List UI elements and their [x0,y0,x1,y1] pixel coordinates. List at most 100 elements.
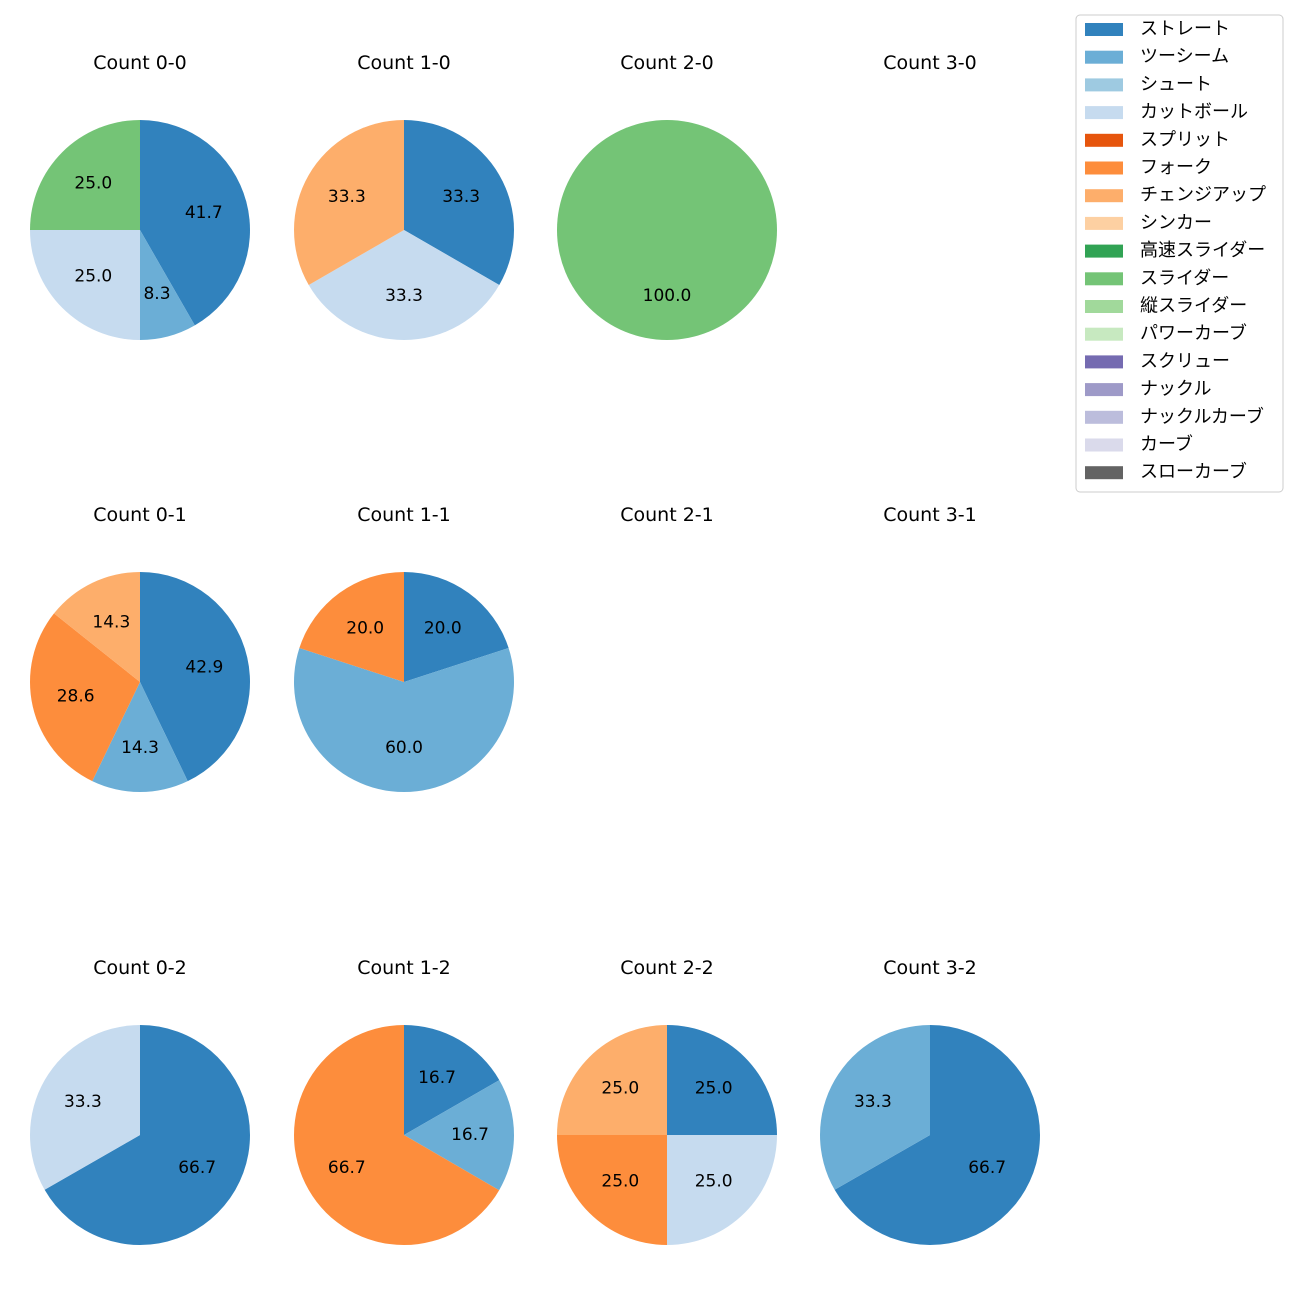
legend-label: カットボール [1140,102,1248,123]
pie-slice [299,572,404,682]
legend-swatch [1085,272,1123,286]
legend-label: ツーシーム [1140,46,1229,67]
pie-slice-label: 100.0 [643,286,692,306]
legend-swatch [1085,78,1123,92]
pie-count-1-2: Count 1-2 16.7 16.7 66.7 [294,957,514,1245]
legend-swatch [1085,438,1123,452]
pie-title: Count 2-1 [620,504,714,526]
pie-slice-label: 41.7 [185,203,223,223]
pie-slice-label: 33.3 [328,187,366,207]
pie-count-1-0: Count 1-0 33.3 33.3 33.3 [294,52,514,340]
pie-title: Count 0-2 [93,957,187,979]
pie-slice-label: 66.7 [178,1158,216,1178]
pie-slice-label: 20.0 [346,619,384,639]
pie-slice-label: 33.3 [385,286,423,306]
legend-swatch [1085,23,1123,36]
pie-slice [557,120,777,340]
legend-item: ナックル [1085,379,1211,400]
legend-item: 高速スライダー [1085,240,1265,261]
pie-slice [92,682,188,792]
pie-slice-label: 42.9 [185,657,223,677]
pie-slice-label: 25.0 [601,1172,639,1192]
pie-slice [557,1025,667,1135]
pie-slice [53,572,140,682]
legend-swatch [1085,410,1123,424]
legend: ストレートツーシームシュートカットボールスプリットフォークチェンジアップシンカー… [1075,14,1284,493]
pie-slice [140,230,195,340]
pie-count-3-2: Count 3-2 66.7 33.3 [820,957,1040,1245]
legend-item: スクリュー [1085,351,1230,372]
legend-label: スクリュー [1140,351,1230,372]
legend-item: 縦スライダー [1085,296,1247,317]
legend-item: ツーシーム [1085,46,1229,67]
pie-slice-label: 14.3 [121,738,159,758]
pie-slice-label: 33.3 [442,187,480,207]
pie-slice-label: 33.3 [64,1092,102,1112]
legend-frame [1075,14,1284,493]
pie-slice [30,613,140,782]
pie-slice-label: 25.0 [601,1078,639,1098]
pie-slice [294,120,404,285]
pie-count-0-2: Count 0-2 66.7 33.3 [29,957,251,1245]
legend-swatch [1085,189,1123,203]
legend-item: シュート [1085,74,1212,95]
pie-slice [667,1135,777,1245]
pie-count-2-2: Count 2-2 25.0 25.0 25.0 25.0 [557,957,777,1245]
pie-slice [667,1025,777,1135]
pie-slice-label: 16.7 [418,1068,456,1088]
legend-swatch [1085,106,1123,120]
pie-slice [404,572,509,682]
pie-slice-label: 20.0 [424,619,462,639]
pie-slice [30,230,140,340]
legend-label: パワーカーブ [1140,322,1247,344]
legend-swatch [1085,50,1123,64]
pie-slice [30,120,140,230]
pie-slice-label: 66.7 [968,1158,1006,1178]
pie-slice-label: 25.0 [74,173,112,193]
legend-item: スプリット [1085,129,1230,150]
pie-slice-label: 14.3 [92,613,130,633]
pie-title: Count 2-2 [620,957,714,979]
pie-title: Count 2-0 [620,52,714,74]
pie-panels: Count 0-0 41.7 8.3 25.0 25.0 Count 1-0 33.3 33.… [29,52,1040,1245]
pie-slice [140,572,250,782]
legend-label: ストレート [1140,19,1230,40]
legend-swatch [1085,300,1123,313]
pie-slice [140,120,250,326]
legend-swatch [1085,216,1123,230]
legend-item: カットボール [1085,102,1248,123]
legend-item: シンカー [1085,212,1212,233]
pie-title: Count 1-1 [357,504,451,526]
pie-slice [293,648,514,792]
legend-item: フォーク [1085,157,1212,178]
pie-slice-label: 66.7 [328,1158,366,1178]
legend-item: スライダー [1085,268,1229,289]
pie-slice [29,1025,141,1190]
legend-label: チェンジアップ [1140,185,1266,206]
legend-swatch [1085,466,1123,480]
legend-swatch [1085,327,1123,341]
pie-slice [820,1025,930,1190]
legend-item: ナックルカーブ [1085,405,1264,427]
legend-label: 縦スライダー [1140,296,1247,317]
pie-slice [834,1025,1040,1245]
pie-slice-label: 28.6 [57,687,95,707]
legend-item: ストレート [1085,19,1230,40]
legend-label: ナックル [1140,379,1211,400]
pie-slice [294,1025,500,1245]
legend-label: シュート [1140,74,1212,95]
pie-title: Count 3-0 [883,52,977,74]
pie-count-2-0: Count 2-0 100.0 [557,52,777,340]
pie-title: Count 0-0 [93,52,187,74]
pie-slice-label: 8.3 [143,284,170,304]
pie-slice [404,1025,500,1135]
legend-label: ナックルカーブ [1140,405,1264,427]
pie-slice-label: 25.0 [695,1078,733,1098]
pie-title: Count 1-2 [357,957,451,979]
legend-item: チェンジアップ [1085,185,1266,206]
pie-slice-label: 33.3 [854,1092,892,1112]
pie-count-3-1: Count 3-1 [883,504,977,526]
pie-title: Count 3-2 [883,957,977,979]
legend-label: カーブ [1140,433,1193,455]
